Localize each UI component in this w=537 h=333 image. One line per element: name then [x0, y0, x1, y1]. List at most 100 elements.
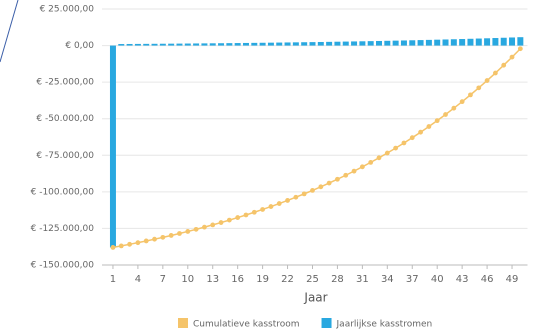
bar — [234, 43, 241, 46]
bar — [367, 41, 374, 46]
marker — [185, 229, 191, 234]
x-tick-label: 31 — [356, 274, 369, 285]
bar — [326, 41, 333, 46]
x-tick-label: 40 — [431, 274, 444, 285]
line — [112, 48, 521, 249]
marker — [384, 150, 390, 156]
bar — [259, 42, 266, 46]
marker — [127, 241, 132, 247]
bar — [309, 42, 316, 46]
marker — [434, 118, 440, 124]
marker — [484, 78, 490, 83]
bar — [517, 37, 524, 46]
x-tick-label: 1 — [110, 274, 116, 285]
marker — [276, 201, 282, 206]
marker — [160, 234, 166, 240]
bar — [392, 40, 399, 46]
marker — [343, 172, 349, 178]
y-tick-label: € -125.000,00 — [31, 224, 95, 234]
bar — [359, 41, 366, 46]
marker — [268, 204, 274, 209]
marker — [251, 209, 257, 215]
marker — [218, 220, 224, 225]
y-tick-label: € -100.000,00 — [31, 187, 95, 197]
marker — [451, 105, 457, 111]
bar — [134, 43, 141, 46]
x-tick-label: 25 — [306, 274, 319, 285]
marker — [301, 191, 307, 197]
bar — [342, 41, 349, 46]
marker — [110, 245, 116, 250]
bar — [301, 42, 308, 46]
x-tick-label: 49 — [506, 274, 519, 285]
legend-label: Cumulatieve kasstroom — [193, 320, 300, 330]
marker — [409, 135, 415, 141]
bar — [109, 45, 116, 248]
marker — [426, 124, 432, 129]
bar — [193, 43, 200, 46]
marker — [517, 46, 523, 52]
bar — [384, 40, 391, 46]
bar — [151, 43, 158, 46]
marker — [326, 180, 332, 186]
y-tick-label: € -75.000,00 — [36, 151, 94, 161]
marker — [152, 236, 157, 242]
bar — [176, 43, 183, 46]
bar — [467, 38, 474, 46]
bar — [425, 39, 432, 46]
marker — [393, 145, 399, 151]
marker — [468, 92, 473, 98]
y-tick-label: € -50.000,00 — [36, 114, 94, 124]
marker — [285, 198, 290, 203]
marker — [401, 140, 407, 146]
bar — [459, 39, 466, 46]
marker — [168, 233, 174, 238]
bar — [251, 42, 258, 46]
marker — [135, 240, 141, 246]
marker — [359, 164, 365, 170]
marker — [368, 159, 374, 165]
bar — [334, 41, 341, 46]
marker — [177, 231, 182, 236]
legend-label: Jaarlijkse kasstromen — [336, 320, 433, 330]
marker — [143, 238, 149, 244]
bar — [376, 40, 382, 46]
marker — [351, 168, 357, 174]
marker — [501, 62, 507, 68]
x-tick-label: 19 — [256, 274, 269, 285]
marker — [260, 207, 266, 212]
marker — [310, 188, 315, 193]
marker — [418, 129, 423, 135]
marker — [210, 222, 216, 228]
marker — [226, 217, 232, 223]
x-axis-title: Jaar — [303, 291, 327, 305]
x-tick-label: 46 — [481, 274, 494, 285]
bar — [267, 42, 274, 46]
bar — [417, 40, 424, 46]
x-tick-label: 22 — [281, 274, 294, 285]
bar — [400, 40, 407, 46]
bar — [484, 38, 491, 46]
y-tick-label: € 25.000,00 — [40, 5, 95, 15]
y-tick-label: € -25.000,00 — [36, 78, 94, 88]
x-tick-label: 16 — [231, 274, 244, 285]
bar — [351, 41, 358, 46]
x-tick-label: 34 — [381, 274, 394, 285]
marker — [318, 184, 324, 190]
y-tick-label: € -150.000,00 — [31, 261, 95, 271]
marker — [293, 194, 299, 200]
bar — [292, 42, 299, 46]
marker — [335, 176, 340, 182]
bar — [509, 37, 516, 46]
bar — [475, 38, 482, 46]
marker — [493, 70, 498, 76]
decoration-line — [0, 0, 19, 63]
x-tick-label: 13 — [206, 274, 219, 285]
legend-swatch — [321, 318, 332, 328]
bar — [201, 43, 208, 46]
x-tick-label: 10 — [181, 274, 194, 285]
bar — [450, 39, 457, 46]
bar — [143, 43, 150, 46]
bar — [209, 43, 216, 46]
marker — [202, 224, 207, 230]
